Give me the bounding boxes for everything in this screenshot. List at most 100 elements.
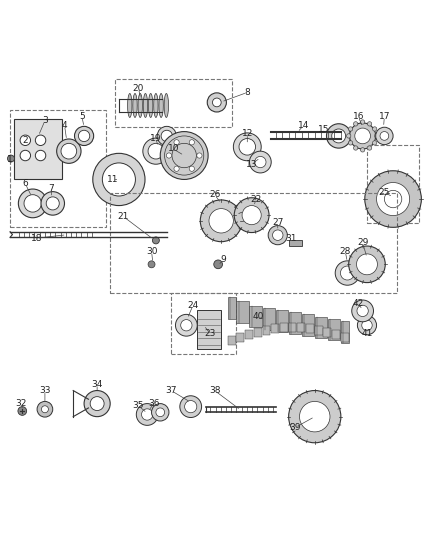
Ellipse shape xyxy=(164,93,169,117)
Ellipse shape xyxy=(127,93,132,117)
Circle shape xyxy=(362,320,372,330)
Circle shape xyxy=(350,123,376,149)
Circle shape xyxy=(102,163,135,196)
Bar xyxy=(228,336,236,345)
Circle shape xyxy=(143,138,169,164)
Text: 29: 29 xyxy=(357,238,368,247)
Bar xyxy=(332,330,340,339)
Text: 19: 19 xyxy=(150,134,162,143)
Text: 14: 14 xyxy=(298,120,310,130)
Circle shape xyxy=(289,391,341,443)
Circle shape xyxy=(372,141,377,145)
Text: 30: 30 xyxy=(146,247,157,256)
Bar xyxy=(323,328,331,337)
Text: 5: 5 xyxy=(79,112,85,121)
Circle shape xyxy=(78,130,90,142)
Bar xyxy=(302,314,314,336)
Bar xyxy=(289,323,297,332)
Circle shape xyxy=(174,166,179,171)
Circle shape xyxy=(357,316,377,335)
Circle shape xyxy=(340,266,354,280)
Text: 9: 9 xyxy=(220,255,226,264)
Text: 34: 34 xyxy=(92,379,103,389)
Circle shape xyxy=(157,126,177,146)
Circle shape xyxy=(212,98,221,107)
Circle shape xyxy=(180,396,201,417)
Bar xyxy=(289,240,302,246)
Text: 2: 2 xyxy=(22,136,28,145)
Circle shape xyxy=(93,154,145,206)
Circle shape xyxy=(365,171,421,228)
Bar xyxy=(289,312,301,334)
Text: 12: 12 xyxy=(242,130,253,138)
Text: 4: 4 xyxy=(62,120,67,130)
Circle shape xyxy=(197,153,202,158)
Circle shape xyxy=(148,261,155,268)
Circle shape xyxy=(18,407,27,415)
Text: 15: 15 xyxy=(318,125,329,134)
Circle shape xyxy=(367,122,372,126)
Circle shape xyxy=(374,134,379,138)
FancyBboxPatch shape xyxy=(14,118,62,180)
Bar xyxy=(228,297,236,319)
Circle shape xyxy=(357,305,368,317)
Ellipse shape xyxy=(138,93,142,117)
Circle shape xyxy=(41,192,64,215)
Circle shape xyxy=(214,260,223,269)
Text: 27: 27 xyxy=(272,219,283,228)
Circle shape xyxy=(332,129,346,143)
Bar xyxy=(315,326,322,335)
Circle shape xyxy=(61,143,77,159)
Text: 40: 40 xyxy=(252,312,264,321)
Circle shape xyxy=(189,140,194,145)
Text: 1: 1 xyxy=(7,156,13,164)
Text: 31: 31 xyxy=(285,233,297,243)
Circle shape xyxy=(174,140,179,145)
Circle shape xyxy=(377,182,410,215)
Circle shape xyxy=(207,93,226,112)
Circle shape xyxy=(250,151,271,173)
Circle shape xyxy=(233,133,261,161)
Circle shape xyxy=(352,300,374,322)
Circle shape xyxy=(46,197,59,210)
Circle shape xyxy=(200,200,242,241)
Text: 7: 7 xyxy=(49,184,54,192)
Circle shape xyxy=(37,401,53,417)
Circle shape xyxy=(300,401,330,432)
Circle shape xyxy=(18,189,47,218)
Text: 25: 25 xyxy=(379,188,390,197)
Circle shape xyxy=(348,127,353,131)
Circle shape xyxy=(90,397,104,410)
Text: 21: 21 xyxy=(117,212,129,221)
Circle shape xyxy=(360,148,365,152)
Bar xyxy=(276,310,288,332)
Text: 38: 38 xyxy=(209,386,220,395)
Circle shape xyxy=(84,391,110,417)
Circle shape xyxy=(349,246,385,282)
Circle shape xyxy=(367,146,372,150)
Text: 17: 17 xyxy=(378,112,390,121)
Circle shape xyxy=(189,166,194,171)
Text: 41: 41 xyxy=(361,329,373,338)
Circle shape xyxy=(141,409,153,420)
Circle shape xyxy=(326,124,351,148)
Circle shape xyxy=(209,208,233,233)
Ellipse shape xyxy=(148,93,153,117)
Circle shape xyxy=(234,198,269,232)
Bar xyxy=(250,305,261,327)
Circle shape xyxy=(176,314,197,336)
Circle shape xyxy=(161,130,173,142)
Text: 20: 20 xyxy=(133,84,144,93)
Circle shape xyxy=(348,141,353,145)
Circle shape xyxy=(346,134,351,138)
Bar xyxy=(245,330,253,339)
Circle shape xyxy=(35,135,46,146)
Circle shape xyxy=(166,153,172,158)
Text: 35: 35 xyxy=(133,401,144,410)
Circle shape xyxy=(24,195,42,212)
Circle shape xyxy=(353,122,358,126)
Text: 37: 37 xyxy=(166,386,177,395)
Circle shape xyxy=(239,139,255,155)
Circle shape xyxy=(156,408,165,417)
Bar xyxy=(197,310,221,349)
